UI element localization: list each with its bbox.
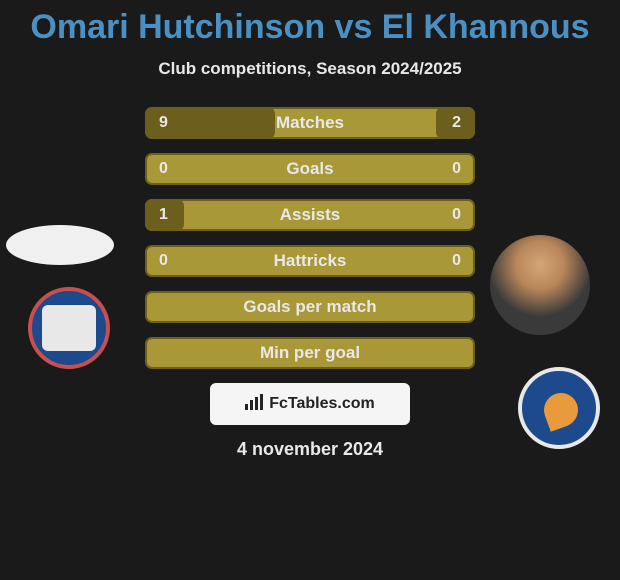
stat-label: Matches [276, 113, 344, 133]
stat-row: Min per goal [145, 337, 475, 369]
stat-label: Goals per match [243, 297, 376, 317]
stat-value-right: 0 [452, 252, 461, 270]
stat-row: 9 Matches 2 [145, 107, 475, 139]
player-left-avatar [6, 225, 114, 265]
stat-value-left: 1 [159, 206, 168, 224]
player-right-avatar [490, 235, 590, 335]
comparison-content: 9 Matches 2 0 Goals 0 1 Assists 0 0 Hattricks 0 Goal… [0, 107, 620, 460]
stat-label: Assists [280, 205, 340, 225]
brand-text: FcTables.com [269, 395, 375, 413]
subtitle: Club competitions, Season 2024/2025 [0, 59, 620, 79]
stat-value-left: 0 [159, 252, 168, 270]
stat-label: Hattricks [274, 251, 347, 271]
stat-row: Goals per match [145, 291, 475, 323]
stat-row: 1 Assists 0 [145, 199, 475, 231]
page-title: Omari Hutchinson vs El Khannous [0, 8, 620, 47]
stat-value-right: 0 [452, 206, 461, 224]
fox-icon [539, 388, 583, 432]
stat-row: 0 Hattricks 0 [145, 245, 475, 277]
stat-value-right: 0 [452, 160, 461, 178]
club-crest-left [28, 287, 110, 369]
stat-row: 0 Goals 0 [145, 153, 475, 185]
stat-value-left: 9 [159, 114, 168, 132]
stat-rows: 9 Matches 2 0 Goals 0 1 Assists 0 0 Hattricks 0 Goal… [145, 107, 475, 369]
date-text: 4 november 2024 [0, 439, 620, 460]
stat-label: Goals [286, 159, 333, 179]
stat-value-right: 2 [452, 114, 461, 132]
chart-icon [245, 394, 263, 415]
stat-label: Min per goal [260, 343, 360, 363]
stat-value-left: 0 [159, 160, 168, 178]
horse-icon [42, 305, 96, 351]
club-crest-right [518, 367, 600, 449]
brand-box: FcTables.com [210, 383, 410, 425]
